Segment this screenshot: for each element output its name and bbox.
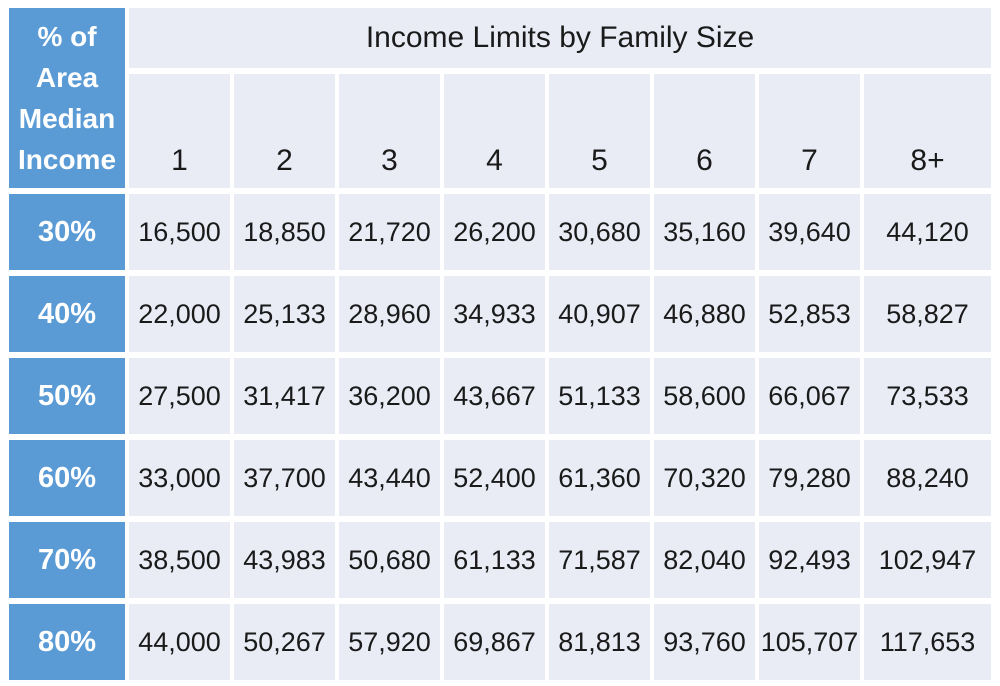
income-value: 21,720	[339, 194, 440, 270]
row-label-50pct: 50%	[9, 358, 125, 434]
income-value: 44,000	[129, 604, 230, 680]
income-value: 50,267	[234, 604, 335, 680]
row-label-30pct: 30%	[9, 194, 125, 270]
income-value: 102,947	[864, 522, 992, 598]
family-size-header: 7	[759, 74, 860, 188]
table-row: 40% 22,000 25,133 28,960 34,933 40,907 4…	[9, 276, 992, 352]
income-value: 26,200	[444, 194, 545, 270]
income-value: 43,440	[339, 440, 440, 516]
income-value: 39,640	[759, 194, 860, 270]
table-row: 30% 16,500 18,850 21,720 26,200 30,680 3…	[9, 194, 992, 270]
income-value: 43,983	[234, 522, 335, 598]
income-value: 58,827	[864, 276, 992, 352]
income-value: 34,933	[444, 276, 545, 352]
family-size-header: 1	[129, 74, 230, 188]
income-value: 66,067	[759, 358, 860, 434]
income-value: 50,680	[339, 522, 440, 598]
income-value: 33,000	[129, 440, 230, 516]
income-value: 27,500	[129, 358, 230, 434]
corner-header-line: % of	[37, 21, 97, 52]
corner-header-cell: % of Area Median Income	[9, 8, 125, 188]
income-value: 57,920	[339, 604, 440, 680]
income-value: 36,200	[339, 358, 440, 434]
income-value: 61,360	[549, 440, 650, 516]
income-value: 52,853	[759, 276, 860, 352]
income-value: 61,133	[444, 522, 545, 598]
family-size-header: 3	[339, 74, 440, 188]
income-limits-table: % of Area Median Income Income Limits by…	[5, 2, 995, 686]
income-value: 52,400	[444, 440, 545, 516]
income-value: 31,417	[234, 358, 335, 434]
income-value: 117,653	[864, 604, 992, 680]
corner-header-line: Area	[35, 62, 99, 93]
income-value: 88,240	[864, 440, 992, 516]
slide: % of Area Median Income Income Limits by…	[9, 8, 992, 680]
income-value: 81,813	[549, 604, 650, 680]
table-row: 60% 33,000 37,700 43,440 52,400 61,360 7…	[9, 440, 992, 516]
income-value: 37,700	[234, 440, 335, 516]
income-value: 92,493	[759, 522, 860, 598]
income-value: 25,133	[234, 276, 335, 352]
income-value: 38,500	[129, 522, 230, 598]
family-size-header: 6	[654, 74, 755, 188]
corner-header-line: Income	[17, 144, 117, 175]
income-value: 28,960	[339, 276, 440, 352]
corner-header-line: Median	[18, 103, 116, 134]
income-value: 79,280	[759, 440, 860, 516]
family-size-header: 2	[234, 74, 335, 188]
income-value: 46,880	[654, 276, 755, 352]
income-value: 43,667	[444, 358, 545, 434]
income-value: 30,680	[549, 194, 650, 270]
family-size-header: 4	[444, 74, 545, 188]
income-value: 22,000	[129, 276, 230, 352]
income-value: 82,040	[654, 522, 755, 598]
row-label-70pct: 70%	[9, 522, 125, 598]
family-size-header: 8+	[864, 74, 992, 188]
income-value: 44,120	[864, 194, 992, 270]
table-row: 80% 44,000 50,267 57,920 69,867 81,813 9…	[9, 604, 992, 680]
row-label-40pct: 40%	[9, 276, 125, 352]
income-value: 58,600	[654, 358, 755, 434]
row-label-60pct: 60%	[9, 440, 125, 516]
table-row: 70% 38,500 43,983 50,680 61,133 71,587 8…	[9, 522, 992, 598]
income-value: 93,760	[654, 604, 755, 680]
table-title: Income Limits by Family Size	[129, 8, 992, 68]
table-row: 50% 27,500 31,417 36,200 43,667 51,133 5…	[9, 358, 992, 434]
income-value: 35,160	[654, 194, 755, 270]
table-title-row: % of Area Median Income Income Limits by…	[9, 8, 992, 188]
family-size-header: 5	[549, 74, 650, 188]
income-value: 18,850	[234, 194, 335, 270]
income-value: 73,533	[864, 358, 992, 434]
income-value: 71,587	[549, 522, 650, 598]
income-value: 16,500	[129, 194, 230, 270]
row-label-80pct: 80%	[9, 604, 125, 680]
income-value: 40,907	[549, 276, 650, 352]
income-value: 105,707	[759, 604, 860, 680]
family-size-header-row: 1 2 3 4 5 6 7 8+	[9, 74, 992, 188]
income-value: 51,133	[549, 358, 650, 434]
income-value: 70,320	[654, 440, 755, 516]
income-value: 69,867	[444, 604, 545, 680]
